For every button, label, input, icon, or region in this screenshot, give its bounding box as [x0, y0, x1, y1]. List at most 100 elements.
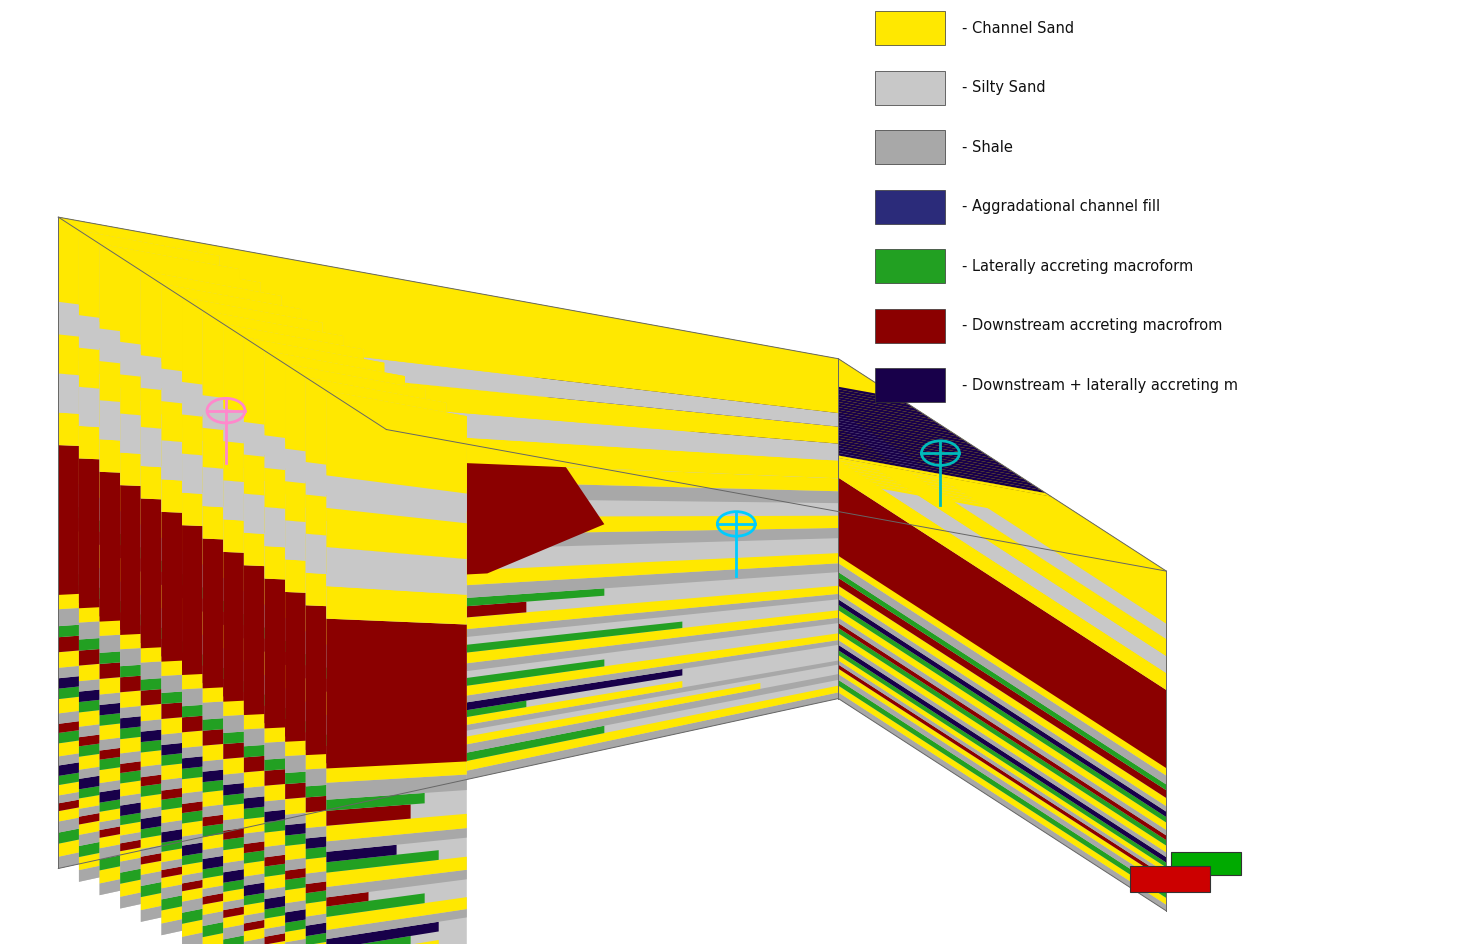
Polygon shape — [223, 324, 363, 427]
Polygon shape — [306, 654, 369, 666]
Polygon shape — [99, 400, 241, 436]
Polygon shape — [120, 681, 261, 708]
Polygon shape — [531, 374, 991, 458]
Polygon shape — [120, 811, 261, 843]
Polygon shape — [141, 825, 281, 857]
Polygon shape — [838, 668, 1166, 886]
Polygon shape — [162, 862, 302, 900]
Text: - Laterally accreting macroform: - Laterally accreting macroform — [962, 259, 1194, 274]
Polygon shape — [203, 565, 343, 589]
Polygon shape — [243, 566, 385, 595]
Polygon shape — [58, 640, 198, 667]
Polygon shape — [542, 394, 1029, 482]
Polygon shape — [120, 257, 261, 908]
Polygon shape — [286, 560, 426, 598]
Polygon shape — [286, 520, 426, 568]
Polygon shape — [99, 747, 198, 770]
Polygon shape — [838, 650, 1166, 868]
Polygon shape — [99, 426, 241, 479]
Polygon shape — [58, 334, 198, 385]
Polygon shape — [86, 235, 870, 379]
Polygon shape — [79, 230, 219, 882]
Polygon shape — [141, 525, 281, 549]
Polygon shape — [306, 462, 446, 510]
Polygon shape — [79, 552, 219, 574]
Polygon shape — [327, 774, 467, 800]
Polygon shape — [141, 388, 281, 439]
Polygon shape — [58, 374, 198, 410]
Polygon shape — [306, 922, 389, 944]
Polygon shape — [838, 610, 1166, 830]
Polygon shape — [120, 362, 261, 402]
Polygon shape — [327, 857, 467, 887]
Polygon shape — [182, 907, 322, 944]
Polygon shape — [58, 217, 198, 320]
Polygon shape — [99, 610, 241, 636]
Polygon shape — [327, 713, 467, 734]
Polygon shape — [182, 803, 322, 836]
Polygon shape — [58, 601, 198, 626]
Polygon shape — [838, 578, 1166, 798]
Polygon shape — [203, 818, 343, 850]
Polygon shape — [327, 547, 467, 595]
Polygon shape — [162, 894, 302, 936]
Polygon shape — [264, 579, 405, 729]
Polygon shape — [264, 924, 335, 944]
Polygon shape — [162, 786, 260, 810]
Polygon shape — [838, 478, 1166, 768]
Polygon shape — [306, 801, 446, 828]
Polygon shape — [838, 633, 1166, 852]
Polygon shape — [182, 894, 280, 924]
Polygon shape — [203, 506, 343, 545]
Polygon shape — [286, 843, 426, 870]
Polygon shape — [182, 297, 322, 944]
Polygon shape — [306, 378, 446, 474]
Polygon shape — [79, 653, 219, 682]
Polygon shape — [306, 533, 446, 582]
Polygon shape — [286, 883, 426, 913]
Polygon shape — [203, 733, 343, 761]
Polygon shape — [182, 895, 322, 936]
Polygon shape — [141, 427, 281, 475]
Polygon shape — [99, 473, 241, 501]
Polygon shape — [162, 606, 302, 628]
Polygon shape — [264, 810, 376, 833]
Polygon shape — [506, 329, 904, 401]
Polygon shape — [264, 435, 405, 483]
Polygon shape — [203, 664, 260, 683]
Polygon shape — [203, 311, 343, 413]
Polygon shape — [286, 448, 426, 497]
Polygon shape — [203, 652, 273, 666]
Polygon shape — [264, 580, 405, 608]
Polygon shape — [838, 528, 1166, 750]
Polygon shape — [58, 683, 761, 821]
Polygon shape — [58, 217, 838, 868]
Polygon shape — [203, 493, 343, 546]
Polygon shape — [58, 321, 838, 427]
Polygon shape — [203, 909, 343, 944]
Polygon shape — [140, 270, 926, 415]
Polygon shape — [223, 402, 363, 445]
Polygon shape — [162, 882, 302, 923]
Polygon shape — [306, 880, 404, 903]
Polygon shape — [58, 295, 198, 338]
Polygon shape — [58, 585, 838, 667]
Polygon shape — [203, 888, 343, 926]
Polygon shape — [130, 263, 914, 408]
Polygon shape — [223, 934, 363, 944]
Polygon shape — [243, 337, 385, 440]
Polygon shape — [203, 856, 287, 879]
Polygon shape — [120, 776, 261, 805]
Polygon shape — [102, 245, 888, 391]
Polygon shape — [79, 230, 219, 328]
Polygon shape — [243, 739, 343, 757]
Polygon shape — [182, 414, 322, 465]
Polygon shape — [58, 749, 171, 776]
Polygon shape — [223, 519, 363, 558]
Polygon shape — [243, 703, 385, 730]
Polygon shape — [99, 842, 241, 884]
Polygon shape — [223, 429, 363, 468]
Polygon shape — [264, 350, 405, 447]
Polygon shape — [286, 895, 398, 923]
Polygon shape — [306, 678, 446, 701]
